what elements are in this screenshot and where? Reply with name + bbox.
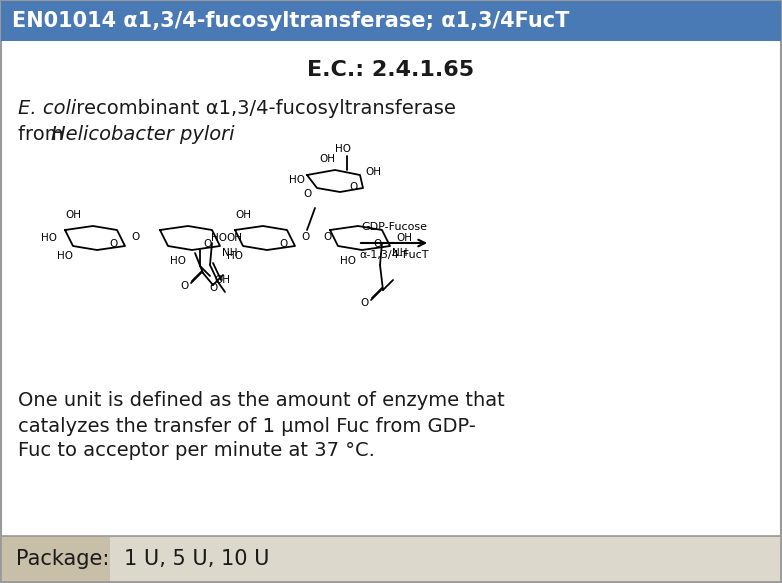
Text: O: O — [209, 283, 217, 293]
Text: Package:: Package: — [16, 549, 109, 569]
Text: O: O — [303, 189, 311, 199]
Text: catalyzes the transfer of 1 μmol Fuc from GDP-: catalyzes the transfer of 1 μmol Fuc fro… — [18, 416, 476, 436]
Text: OH: OH — [365, 167, 381, 177]
Text: 1 U, 5 U, 10 U: 1 U, 5 U, 10 U — [124, 549, 270, 569]
Text: O: O — [204, 239, 212, 249]
Text: O: O — [301, 232, 309, 242]
Text: E. coli: E. coli — [18, 99, 77, 118]
Text: NH: NH — [392, 248, 407, 258]
Text: GDP-Fucose: GDP-Fucose — [361, 222, 427, 232]
Text: Fuc to acceptor per minute at 37 °C.: Fuc to acceptor per minute at 37 °C. — [18, 441, 375, 461]
Text: O: O — [181, 281, 189, 291]
Text: HO: HO — [41, 233, 57, 243]
Text: One unit is defined as the amount of enzyme that: One unit is defined as the amount of enz… — [18, 392, 504, 410]
Text: HO: HO — [211, 233, 227, 243]
Text: EN01014 α1,3/4-fucosyltransferase; α1,3/4FucT: EN01014 α1,3/4-fucosyltransferase; α1,3/… — [12, 11, 569, 31]
Text: HO: HO — [57, 251, 73, 261]
Text: OH: OH — [396, 233, 412, 243]
Text: O: O — [131, 232, 139, 242]
Text: O: O — [324, 232, 332, 242]
Text: O: O — [109, 239, 117, 249]
Text: O: O — [279, 239, 287, 249]
Text: recombinant α1,3/4-fucosyltransferase: recombinant α1,3/4-fucosyltransferase — [70, 99, 456, 118]
Bar — [1, 536, 781, 582]
Text: OH: OH — [65, 210, 81, 220]
Text: O: O — [374, 239, 382, 249]
Text: HO: HO — [289, 175, 305, 185]
Text: from: from — [18, 125, 70, 143]
Text: OH: OH — [235, 210, 251, 220]
Text: HO: HO — [335, 144, 351, 154]
Text: Helicobacter pylori: Helicobacter pylori — [51, 125, 235, 143]
Text: O: O — [349, 182, 357, 192]
Bar — [1, 1, 781, 41]
Text: HO: HO — [170, 256, 186, 266]
Text: α-1,3/4-FucT: α-1,3/4-FucT — [359, 250, 429, 260]
Text: OH: OH — [226, 233, 242, 243]
Text: OH: OH — [214, 275, 230, 285]
Text: O: O — [361, 298, 369, 308]
Bar — [110, 537, 780, 581]
Text: E.C.: 2.4.1.65: E.C.: 2.4.1.65 — [307, 60, 475, 80]
Text: NH: NH — [222, 248, 238, 258]
Text: HO: HO — [227, 251, 243, 261]
Text: HO: HO — [340, 256, 356, 266]
Text: OH: OH — [319, 154, 335, 164]
